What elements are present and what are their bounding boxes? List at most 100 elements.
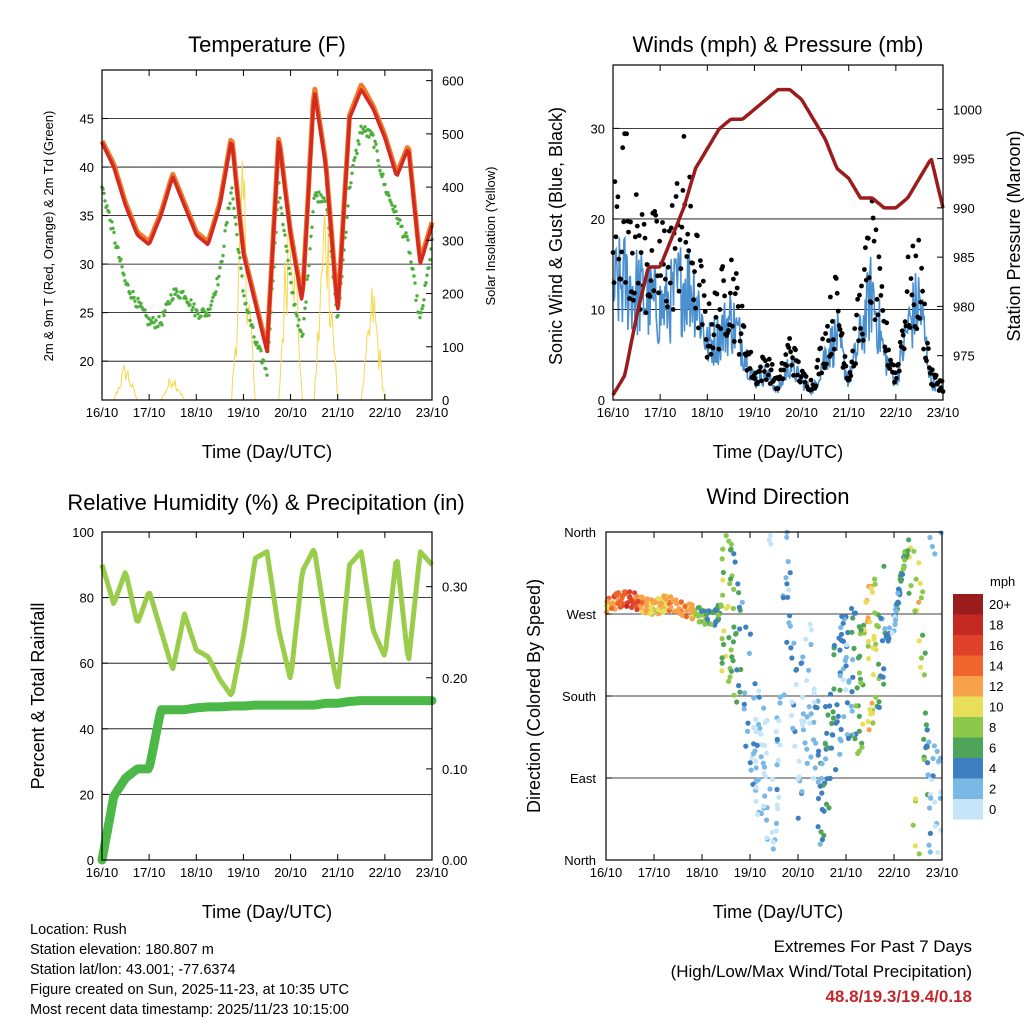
direction-point <box>878 673 884 679</box>
speed-legend-label: 16 <box>989 638 1003 653</box>
direction-point <box>913 576 919 582</box>
dewpoint-point <box>169 293 173 297</box>
y-tick-label: 20 <box>80 787 94 802</box>
direction-point <box>774 762 780 768</box>
direction-point <box>793 681 799 688</box>
dewpoint-point <box>262 359 266 363</box>
gust-point <box>678 266 684 272</box>
gust-point <box>790 355 795 361</box>
dewpoint-point <box>336 313 340 318</box>
speed-legend-label: 20+ <box>989 597 1011 612</box>
direction-point <box>728 576 734 582</box>
gust-point <box>875 312 881 318</box>
dewpoint-point <box>131 289 135 294</box>
gust-point <box>673 194 679 199</box>
direction-point <box>853 703 859 709</box>
gust-point <box>897 339 903 345</box>
speed-legend-title: mph <box>990 574 1015 589</box>
direction-point <box>846 679 852 685</box>
dewpoint-point <box>359 124 363 128</box>
dewpoint-point <box>375 149 379 153</box>
direction-point <box>726 635 732 641</box>
speed-legend-swatch <box>953 799 983 820</box>
gust-point <box>663 276 668 282</box>
gust-point <box>886 347 891 353</box>
dewpoint-point <box>216 283 220 287</box>
gust-point <box>747 366 753 371</box>
direction-point <box>828 745 835 751</box>
gust-point <box>828 294 833 300</box>
dewpoint-point <box>278 196 282 200</box>
gust-point <box>632 234 638 240</box>
direction-point <box>674 601 680 607</box>
gust-point <box>692 269 697 274</box>
dewpoint-point <box>215 276 219 281</box>
dewpoint-point <box>231 197 235 201</box>
direction-point <box>776 718 782 724</box>
dewpoint-point <box>151 315 155 320</box>
dewpoint-point <box>113 241 117 245</box>
x-tick-label-temperature: 21/10 <box>321 405 354 420</box>
dewpoint-point <box>315 194 319 198</box>
direction-point <box>881 666 887 672</box>
direction-marks <box>604 529 944 857</box>
gust-point <box>668 225 674 231</box>
gust-point <box>631 297 636 303</box>
gust-point <box>670 307 676 312</box>
direction-point <box>668 594 674 600</box>
direction-point <box>819 790 825 796</box>
dewpoint-point <box>211 295 215 299</box>
gust-point <box>630 250 635 256</box>
direction-point <box>753 729 759 735</box>
temperature-panel: Temperature (F) Time (Day/UTC) 2m & 9m T… <box>41 32 498 462</box>
direction-point <box>860 721 866 727</box>
direction-point <box>788 712 795 719</box>
gust-point <box>722 293 727 299</box>
y2-tick-label: 985 <box>953 250 975 265</box>
dewpoint-point <box>105 204 109 208</box>
dewpoint-point <box>310 225 314 229</box>
dewpoint-point <box>286 258 290 263</box>
dewpoint-point <box>160 323 164 327</box>
gust-point <box>877 266 883 271</box>
gust-point <box>924 358 929 364</box>
gust-point <box>787 336 792 341</box>
dewpoint-point <box>354 148 358 153</box>
dewpoint-point <box>348 185 352 189</box>
dewpoint-point <box>240 274 244 278</box>
gust-point <box>834 290 840 296</box>
direction-point <box>609 601 615 607</box>
gust-point <box>808 377 814 383</box>
x-tick-label-direction: 22/10 <box>878 865 911 880</box>
x-tick-label-temperature: 20/10 <box>274 405 307 420</box>
gust-point <box>711 332 717 338</box>
gust-point <box>818 345 824 351</box>
dewpoint-point <box>295 314 299 318</box>
direction-point <box>736 590 742 596</box>
dewpoint-point <box>351 163 355 168</box>
direction-point <box>849 689 855 695</box>
direction-point <box>811 690 817 696</box>
dewpoint-point <box>396 221 400 226</box>
dewpoint-point <box>418 315 422 320</box>
gust-point <box>835 308 841 314</box>
dewpoint-point <box>221 253 225 258</box>
direction-point <box>849 629 855 635</box>
direction-point <box>932 799 938 805</box>
direction-point <box>792 743 798 749</box>
winds-marks <box>610 87 946 397</box>
direction-point <box>702 621 708 627</box>
direction-point <box>841 714 847 720</box>
y2-tick-label: 100 <box>442 340 464 355</box>
direction-ylabel: Direction (Colored By Speed) <box>524 579 544 813</box>
direction-point <box>609 605 615 612</box>
direction-point <box>787 570 793 576</box>
direction-point <box>858 680 864 686</box>
direction-point <box>736 683 742 689</box>
direction-tick-label: North <box>564 525 596 540</box>
gust-point <box>748 349 754 355</box>
temperature-gridlines <box>102 118 432 362</box>
direction-point <box>861 622 867 628</box>
direction-point <box>879 638 886 644</box>
direction-point <box>921 757 927 763</box>
